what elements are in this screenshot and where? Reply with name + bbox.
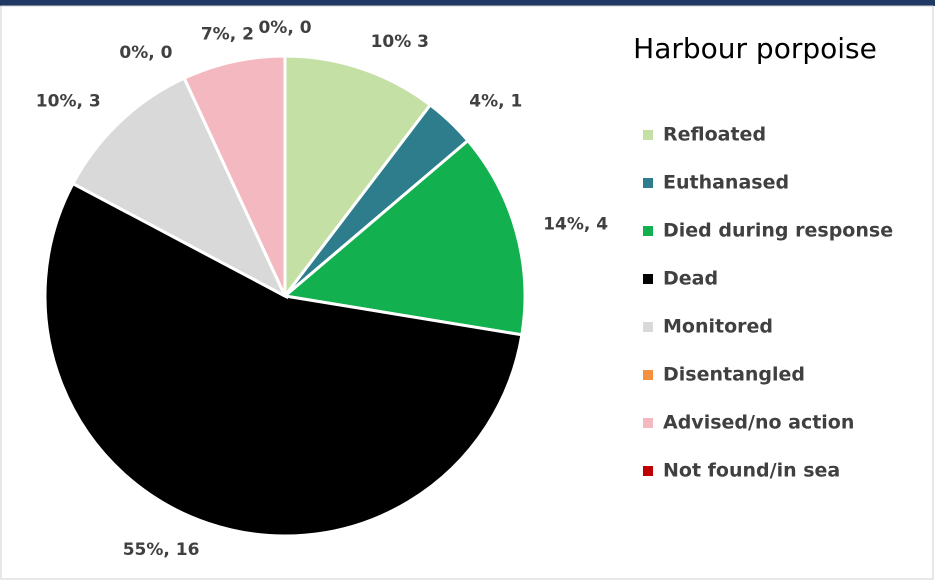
legend-label: Dead [663, 268, 718, 290]
legend-swatch [643, 370, 653, 380]
legend-swatch [643, 226, 653, 236]
legend-label: Disentangled [663, 364, 805, 386]
legend-swatch [643, 178, 653, 188]
legend-label: Monitored [663, 316, 773, 338]
chart-title: Harbour porpoise [633, 32, 877, 65]
legend-swatch [643, 418, 653, 428]
legend-swatch [643, 466, 653, 476]
legend-swatch [643, 130, 653, 140]
data-label: 0%, 0 [258, 18, 311, 38]
data-label: 7%, 2 [201, 24, 254, 44]
legend-label: Died during response [663, 220, 893, 242]
data-label: 0%, 0 [119, 43, 172, 63]
pie-slice [70, 76, 289, 300]
top-strip [0, 0, 935, 6]
pie-slice [283, 54, 433, 301]
legend-label: Not found/in sea [663, 460, 840, 482]
legend-swatch [643, 274, 653, 284]
data-label: 10% 3 [371, 32, 429, 52]
legend-label: Refloated [663, 124, 766, 146]
pie-slice [182, 54, 287, 297]
data-label: 4%, 1 [469, 91, 522, 111]
data-label: 55%, 16 [123, 540, 200, 560]
legend-swatch [643, 322, 653, 332]
pie-slice [281, 138, 527, 337]
data-label: 10%, 3 [36, 91, 101, 111]
legend-label: Advised/no action [663, 412, 854, 434]
pie-slice [43, 181, 524, 538]
data-label: 14%, 4 [543, 214, 608, 234]
legend-label: Euthanased [663, 172, 789, 194]
